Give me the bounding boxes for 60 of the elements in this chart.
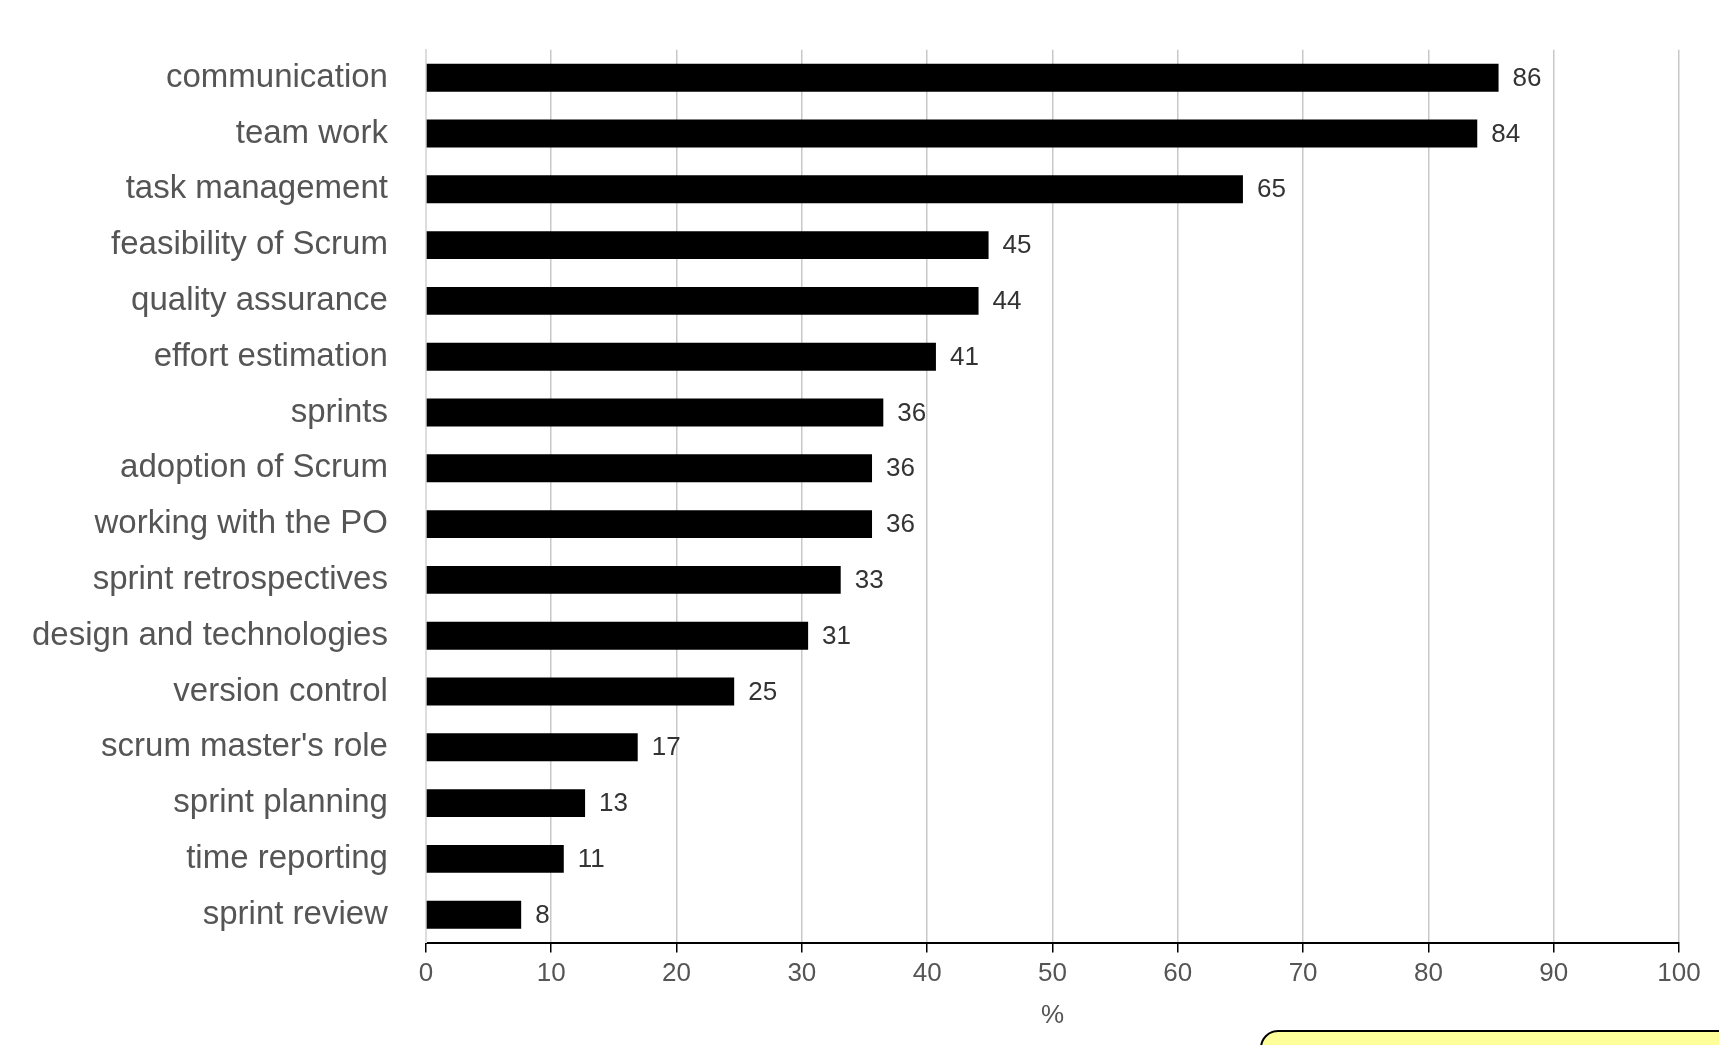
x-tick-label: 20	[662, 957, 692, 988]
x-tick-label: 10	[536, 957, 566, 988]
bar	[426, 398, 884, 427]
y-tick-label: design and technologies	[31, 614, 388, 652]
bar	[426, 231, 989, 260]
bar	[426, 119, 1478, 148]
bar	[426, 286, 979, 315]
y-tick-label: scrum master's role	[101, 726, 388, 764]
y-tick-label: version control	[173, 670, 388, 708]
data-label: 86	[1512, 61, 1542, 92]
x-tick-label: 0	[418, 957, 434, 988]
bar	[426, 63, 1499, 92]
x-axis-title: %	[1040, 998, 1065, 1029]
x-tick-label: 100	[1657, 957, 1701, 988]
y-tick-label: sprint review	[202, 893, 389, 931]
y-tick-label: working with the PO	[93, 503, 388, 541]
data-label: 8	[535, 898, 550, 929]
y-tick-label: adoption of Scrum	[120, 447, 388, 485]
x-tick-label: 50	[1038, 957, 1067, 988]
data-label: 13	[599, 787, 628, 818]
bar	[426, 565, 841, 594]
x-tick-label: 80	[1413, 957, 1443, 988]
y-tick-label: effort estimation	[153, 335, 388, 373]
y-tick-label: sprints	[290, 391, 388, 429]
data-label: 17	[651, 731, 681, 762]
bar	[426, 175, 1243, 204]
bar	[426, 510, 873, 539]
data-label: 25	[748, 675, 778, 706]
data-label: 11	[577, 843, 605, 874]
x-tick-label: 60	[1163, 957, 1193, 988]
data-label: 84	[1491, 117, 1521, 148]
x-tick-label: 30	[787, 957, 817, 988]
bar	[426, 342, 936, 371]
y-tick-label: task management	[125, 168, 388, 206]
y-tick-label: communication	[166, 56, 388, 94]
bar	[426, 454, 873, 483]
x-tick-label: 40	[912, 957, 942, 988]
data-label: 33	[854, 564, 884, 595]
y-tick-label: quality assurance	[131, 279, 388, 317]
bar	[426, 677, 735, 706]
y-tick-label: time reporting	[186, 837, 388, 875]
y-tick-label: sprint retrospectives	[92, 558, 388, 596]
y-tick-label: team work	[235, 112, 389, 150]
bar	[426, 900, 522, 929]
y-tick-label: feasibility of Scrum	[111, 224, 388, 262]
data-label: 44	[992, 285, 1022, 316]
data-label: 41	[949, 340, 979, 371]
data-label: 36	[897, 396, 927, 427]
data-label: 65	[1256, 173, 1286, 204]
x-tick-label: 70	[1288, 957, 1318, 988]
data-label: 31	[822, 619, 852, 650]
bar	[426, 621, 809, 650]
x-tick-label: 90	[1539, 957, 1569, 988]
data-label: 36	[886, 452, 915, 483]
bar	[426, 789, 586, 818]
data-label: 36	[886, 508, 915, 539]
bar	[426, 844, 564, 873]
y-tick-label: sprint planning	[173, 782, 388, 820]
data-label: 45	[1002, 229, 1032, 260]
bar	[426, 733, 638, 762]
